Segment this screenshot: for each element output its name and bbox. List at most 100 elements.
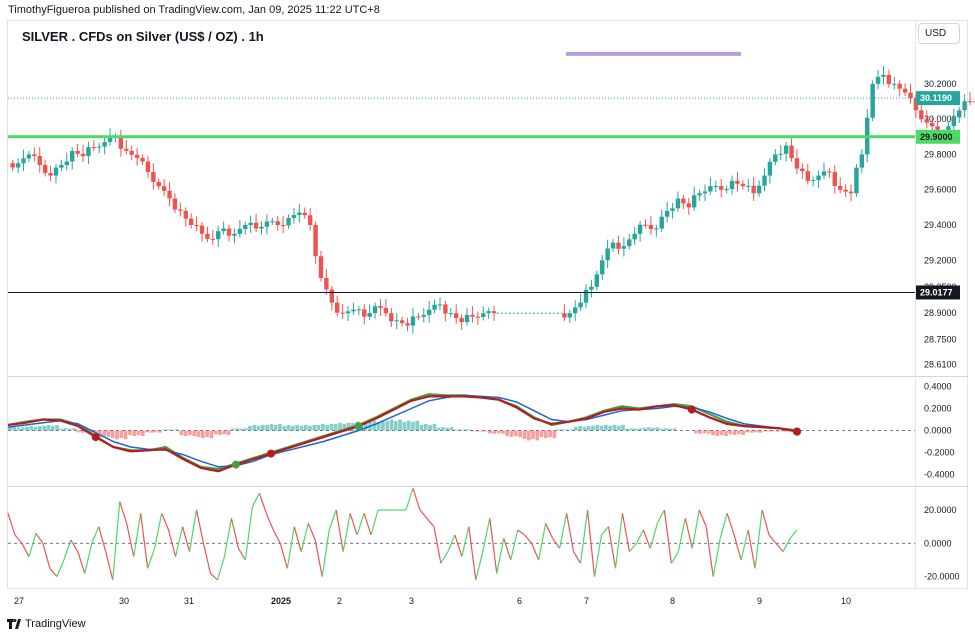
macd-histogram-bar: [719, 430, 724, 436]
osc-line-segment: [265, 513, 274, 531]
candle-body: [167, 190, 172, 199]
candle-body: [643, 224, 648, 226]
macd-histogram-bar: [398, 419, 402, 431]
macd-histogram-bar: [616, 425, 621, 431]
osc-line-segment: [635, 529, 644, 544]
osc-line-segment: [628, 542, 637, 553]
osc-line-segment: [573, 551, 582, 564]
candle-body: [594, 274, 600, 287]
macd-histogram-bar: [531, 430, 535, 439]
osc-line-segment: [70, 539, 79, 552]
candle-body: [454, 313, 459, 319]
osc-line-segment: [328, 509, 337, 531]
macd-histogram-bar: [522, 430, 527, 439]
macd-histogram-bar: [389, 419, 394, 431]
macd-histogram-bar: [89, 430, 94, 433]
candle-body: [491, 311, 497, 314]
macd-histogram-bar: [239, 428, 244, 431]
candle-body: [410, 316, 416, 326]
macd-histogram-bar: [762, 430, 767, 432]
macd-histogram-bar: [651, 427, 655, 431]
candle-body: [951, 117, 956, 127]
macd-histogram-bar: [278, 423, 282, 431]
macd-histogram-bar: [153, 430, 158, 433]
macd-histogram-bar: [706, 430, 711, 434]
candle-body: [383, 307, 389, 314]
osc-line-segment: [684, 518, 693, 549]
candle-body: [340, 312, 345, 314]
macd-histogram-bar: [200, 430, 205, 439]
candle-body: [161, 186, 167, 191]
tradingview-logo-icon: [7, 619, 21, 629]
currency-button[interactable]: USD: [918, 23, 960, 44]
macd-histogram-bar: [445, 427, 450, 431]
macd-histogram-bar: [599, 425, 604, 431]
macd-histogram-bar: [608, 425, 613, 431]
macd-histogram-bar: [672, 428, 677, 431]
candle-body: [151, 172, 156, 182]
macd-histogram-bar: [260, 425, 265, 431]
osc-line-segment: [77, 551, 86, 574]
price-tick-label: 28.7500: [924, 335, 957, 345]
osc-line-segment: [698, 509, 707, 527]
osc-line-segment: [244, 506, 253, 561]
osc-line-segment: [433, 526, 442, 564]
macd-cross-dot: [354, 422, 363, 431]
candle-body: [389, 313, 394, 322]
macd-histogram-bar: [218, 430, 222, 435]
candle-body: [648, 225, 654, 230]
macd-histogram-bar: [471, 430, 475, 432]
macd-histogram-bar: [612, 425, 617, 431]
macd-histogram-bar: [436, 427, 441, 431]
osc-line-segment: [279, 543, 288, 569]
candle-body: [356, 309, 362, 311]
candle-body: [729, 180, 735, 190]
publisher-header: TimothyFigueroa published on TradingView…: [8, 4, 380, 16]
macd-histogram-bar: [634, 428, 638, 431]
macd-tick-label: -0.2000: [924, 448, 955, 458]
macd-histogram-bar: [166, 429, 171, 431]
candle-body: [237, 228, 243, 234]
macd-histogram-bar: [625, 428, 630, 431]
osc-line-segment: [740, 529, 749, 561]
osc-line-segment: [112, 501, 121, 581]
macd-slow-line: [7, 394, 798, 468]
candle-body: [188, 218, 194, 225]
macd-histogram-bar: [565, 429, 570, 431]
candle-body: [486, 311, 491, 314]
macd-histogram-bar: [123, 430, 128, 440]
price-tick-label: 28.9000: [924, 308, 957, 318]
osc-line-segment: [223, 518, 233, 557]
candle-body: [372, 306, 378, 314]
candle-body: [854, 167, 859, 194]
macd-histogram-bar: [363, 421, 368, 431]
macd-histogram-bar: [235, 428, 239, 431]
candle-body: [470, 314, 475, 317]
macd-histogram-bar: [16, 427, 21, 431]
candle-body: [32, 154, 37, 156]
chart-title: SILVER . CFDs on Silver (US$ / OZ) . 1h: [22, 29, 264, 44]
macd-histogram-bar: [591, 425, 595, 431]
candle-body: [64, 161, 69, 165]
osc-line-segment: [356, 513, 365, 536]
osc-line-segment: [91, 526, 100, 544]
macd-histogram-bar: [50, 425, 55, 431]
macd-histogram-bar: [428, 424, 432, 431]
macd-histogram-bar: [342, 423, 347, 431]
osc-line-segment: [28, 533, 37, 557]
candle-body: [892, 83, 897, 85]
osc-line-segment: [754, 509, 763, 569]
osc-line-segment: [195, 509, 205, 544]
osc-line-segment: [663, 509, 672, 564]
candle-body: [216, 231, 221, 240]
candle-body: [102, 142, 107, 147]
candle-body: [42, 165, 48, 173]
candle-body: [610, 242, 616, 249]
osc-line-segment: [21, 543, 30, 557]
osc-line-segment: [133, 513, 142, 557]
macd-histogram-bar: [582, 426, 587, 431]
macd-histogram-bar: [115, 430, 119, 440]
macd-histogram-bar: [724, 430, 728, 436]
osc-line-segment: [321, 529, 330, 577]
macd-histogram-bar: [604, 425, 608, 431]
